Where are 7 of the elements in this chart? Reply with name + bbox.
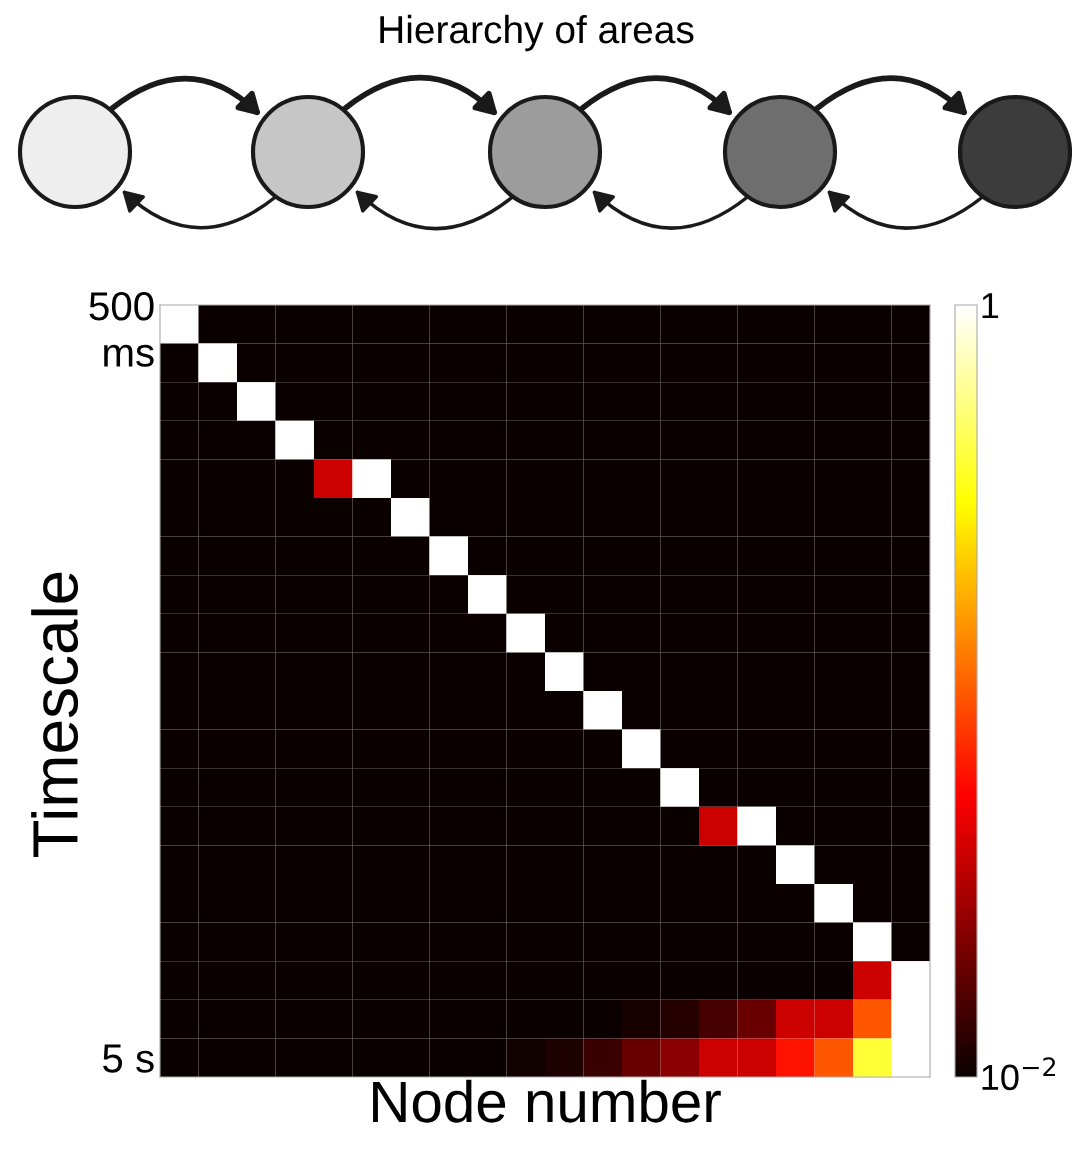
chart-title: Hierarchy of areas xyxy=(380,14,694,52)
x-axis-title: Node number xyxy=(373,1079,721,1123)
color-bar-label: 1 xyxy=(982,293,999,319)
y-axis-title: Timescale xyxy=(31,572,79,858)
y-tick-label: 5 s xyxy=(103,1044,154,1073)
y-tick-label: 500 ms xyxy=(89,292,154,367)
color-bar-label: 10$^{−2}$ xyxy=(982,1057,1056,1091)
